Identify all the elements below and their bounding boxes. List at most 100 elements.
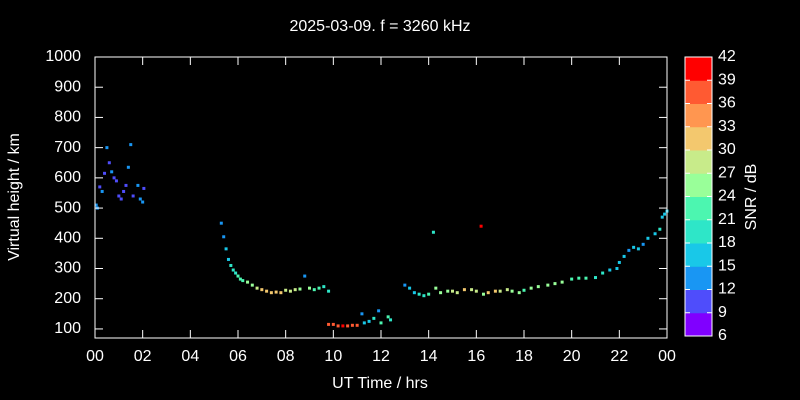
data-point: [434, 286, 438, 290]
data-point: [98, 185, 102, 189]
data-point: [481, 292, 485, 296]
colorbar-tick-label: 36: [718, 95, 736, 112]
data-point: [529, 286, 533, 290]
data-point: [317, 286, 321, 290]
data-point: [103, 171, 107, 175]
data-point: [660, 215, 664, 219]
y-tick-label: 1000: [45, 48, 81, 65]
y-tick-label: 500: [54, 199, 81, 216]
data-point: [327, 322, 331, 326]
x-tick-label: 04: [181, 348, 199, 365]
data-point: [653, 232, 657, 236]
data-point: [265, 289, 269, 293]
y-tick-label: 400: [54, 230, 81, 247]
data-point: [105, 146, 109, 150]
colorbar-block: [685, 243, 712, 267]
data-point: [417, 292, 421, 296]
data-point: [470, 288, 474, 292]
colorbar-tick-label: 24: [718, 188, 736, 205]
data-point: [627, 248, 631, 252]
data-point: [570, 277, 574, 281]
data-point: [226, 257, 230, 261]
data-point: [142, 186, 146, 190]
data-point: [601, 271, 605, 275]
data-point: [553, 282, 557, 286]
colorbar-tick-label: 30: [718, 141, 736, 158]
data-point: [238, 277, 242, 281]
colorbar-block: [685, 173, 712, 197]
x-tick-label: 16: [467, 348, 485, 365]
data-point: [119, 197, 123, 201]
data-point: [141, 200, 145, 204]
data-point: [350, 323, 354, 327]
data-point: [336, 324, 340, 328]
data-point: [594, 276, 597, 280]
data-point: [379, 321, 383, 325]
data-point: [431, 230, 435, 234]
data-point: [131, 194, 135, 198]
data-point: [279, 291, 283, 295]
colorbar-block: [685, 219, 712, 244]
data-point: [312, 288, 316, 292]
data-point: [341, 324, 345, 328]
data-point: [446, 289, 450, 293]
data-point: [298, 287, 302, 291]
data-point: [100, 189, 104, 193]
y-tick-label: 700: [54, 139, 81, 156]
data-point: [546, 283, 550, 287]
data-point: [122, 189, 126, 193]
data-point: [510, 289, 514, 293]
data-point: [636, 247, 640, 251]
colorbar-block: [685, 266, 712, 290]
x-tick-label: 02: [134, 348, 152, 365]
data-point: [260, 288, 264, 292]
colorbar-tick-label: 12: [718, 281, 736, 298]
data-point: [136, 183, 140, 187]
colorbar-tick-label: 6: [718, 327, 727, 344]
data-point: [474, 289, 478, 293]
data-point: [288, 289, 292, 293]
y-tick-label: 100: [54, 320, 81, 337]
data-point: [117, 194, 121, 198]
data-point: [493, 289, 497, 293]
chart-title: 2025-03-09. f = 3260 kHz: [289, 18, 470, 35]
x-tick-label: 12: [372, 348, 390, 365]
data-point: [372, 316, 376, 320]
x-axis-label: UT Time / hrs: [332, 375, 428, 392]
data-point: [560, 280, 564, 284]
colorbar-block: [685, 126, 712, 151]
data-point: [224, 247, 228, 251]
data-point: [231, 268, 235, 272]
x-tick-label: 00: [86, 348, 104, 365]
data-point: [322, 285, 326, 289]
colorbar-block: [685, 312, 712, 337]
data-point: [110, 170, 114, 174]
data-point: [346, 324, 350, 328]
colorbar-tick-label: 21: [718, 211, 736, 228]
data-point: [274, 290, 278, 294]
colorbar-block: [685, 103, 712, 128]
data-point: [241, 279, 245, 283]
data-point: [632, 245, 636, 249]
data-point: [641, 242, 645, 246]
data-point: [269, 291, 273, 295]
y-tick-label: 200: [54, 290, 81, 307]
data-point: [517, 291, 521, 295]
data-point: [308, 286, 311, 290]
data-point: [360, 312, 364, 316]
x-tick-label: 20: [563, 348, 581, 365]
data-point: [462, 288, 466, 292]
x-tick-label: 10: [324, 348, 342, 365]
data-point: [479, 224, 483, 228]
data-point: [439, 291, 443, 295]
y-tick-label: 800: [54, 109, 81, 126]
y-tick-label: 600: [54, 169, 81, 186]
data-point: [615, 267, 619, 271]
data-point: [229, 263, 233, 267]
data-point: [617, 260, 621, 264]
data-point: [236, 274, 240, 278]
data-point: [505, 288, 509, 292]
data-point: [536, 285, 540, 289]
data-point: [126, 165, 130, 169]
data-point: [222, 235, 226, 239]
